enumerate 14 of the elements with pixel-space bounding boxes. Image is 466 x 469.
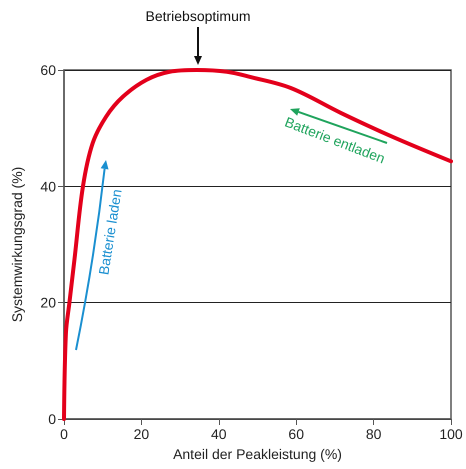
x-tick-label: 100: [439, 426, 463, 442]
annotation: Batterie laden: [95, 188, 125, 276]
x-tick-label: 40: [211, 426, 227, 442]
y-tick-label: 0: [48, 411, 56, 427]
text: Betriebsoptimum: [145, 8, 251, 24]
x-tick-label: 20: [134, 426, 150, 442]
x-tick-label: 80: [366, 426, 382, 442]
x-tick-label: 60: [288, 426, 304, 442]
x-axis-title: Anteil der Peakleistung (%): [173, 446, 342, 462]
y-tick-label: 20: [40, 294, 56, 311]
y-axis-title: Systemwirkungsgrad (%): [9, 166, 25, 322]
x-tick-label: 0: [60, 426, 68, 442]
y-tick-label: 40: [40, 178, 56, 194]
y-tick-label: 60: [40, 62, 56, 78]
